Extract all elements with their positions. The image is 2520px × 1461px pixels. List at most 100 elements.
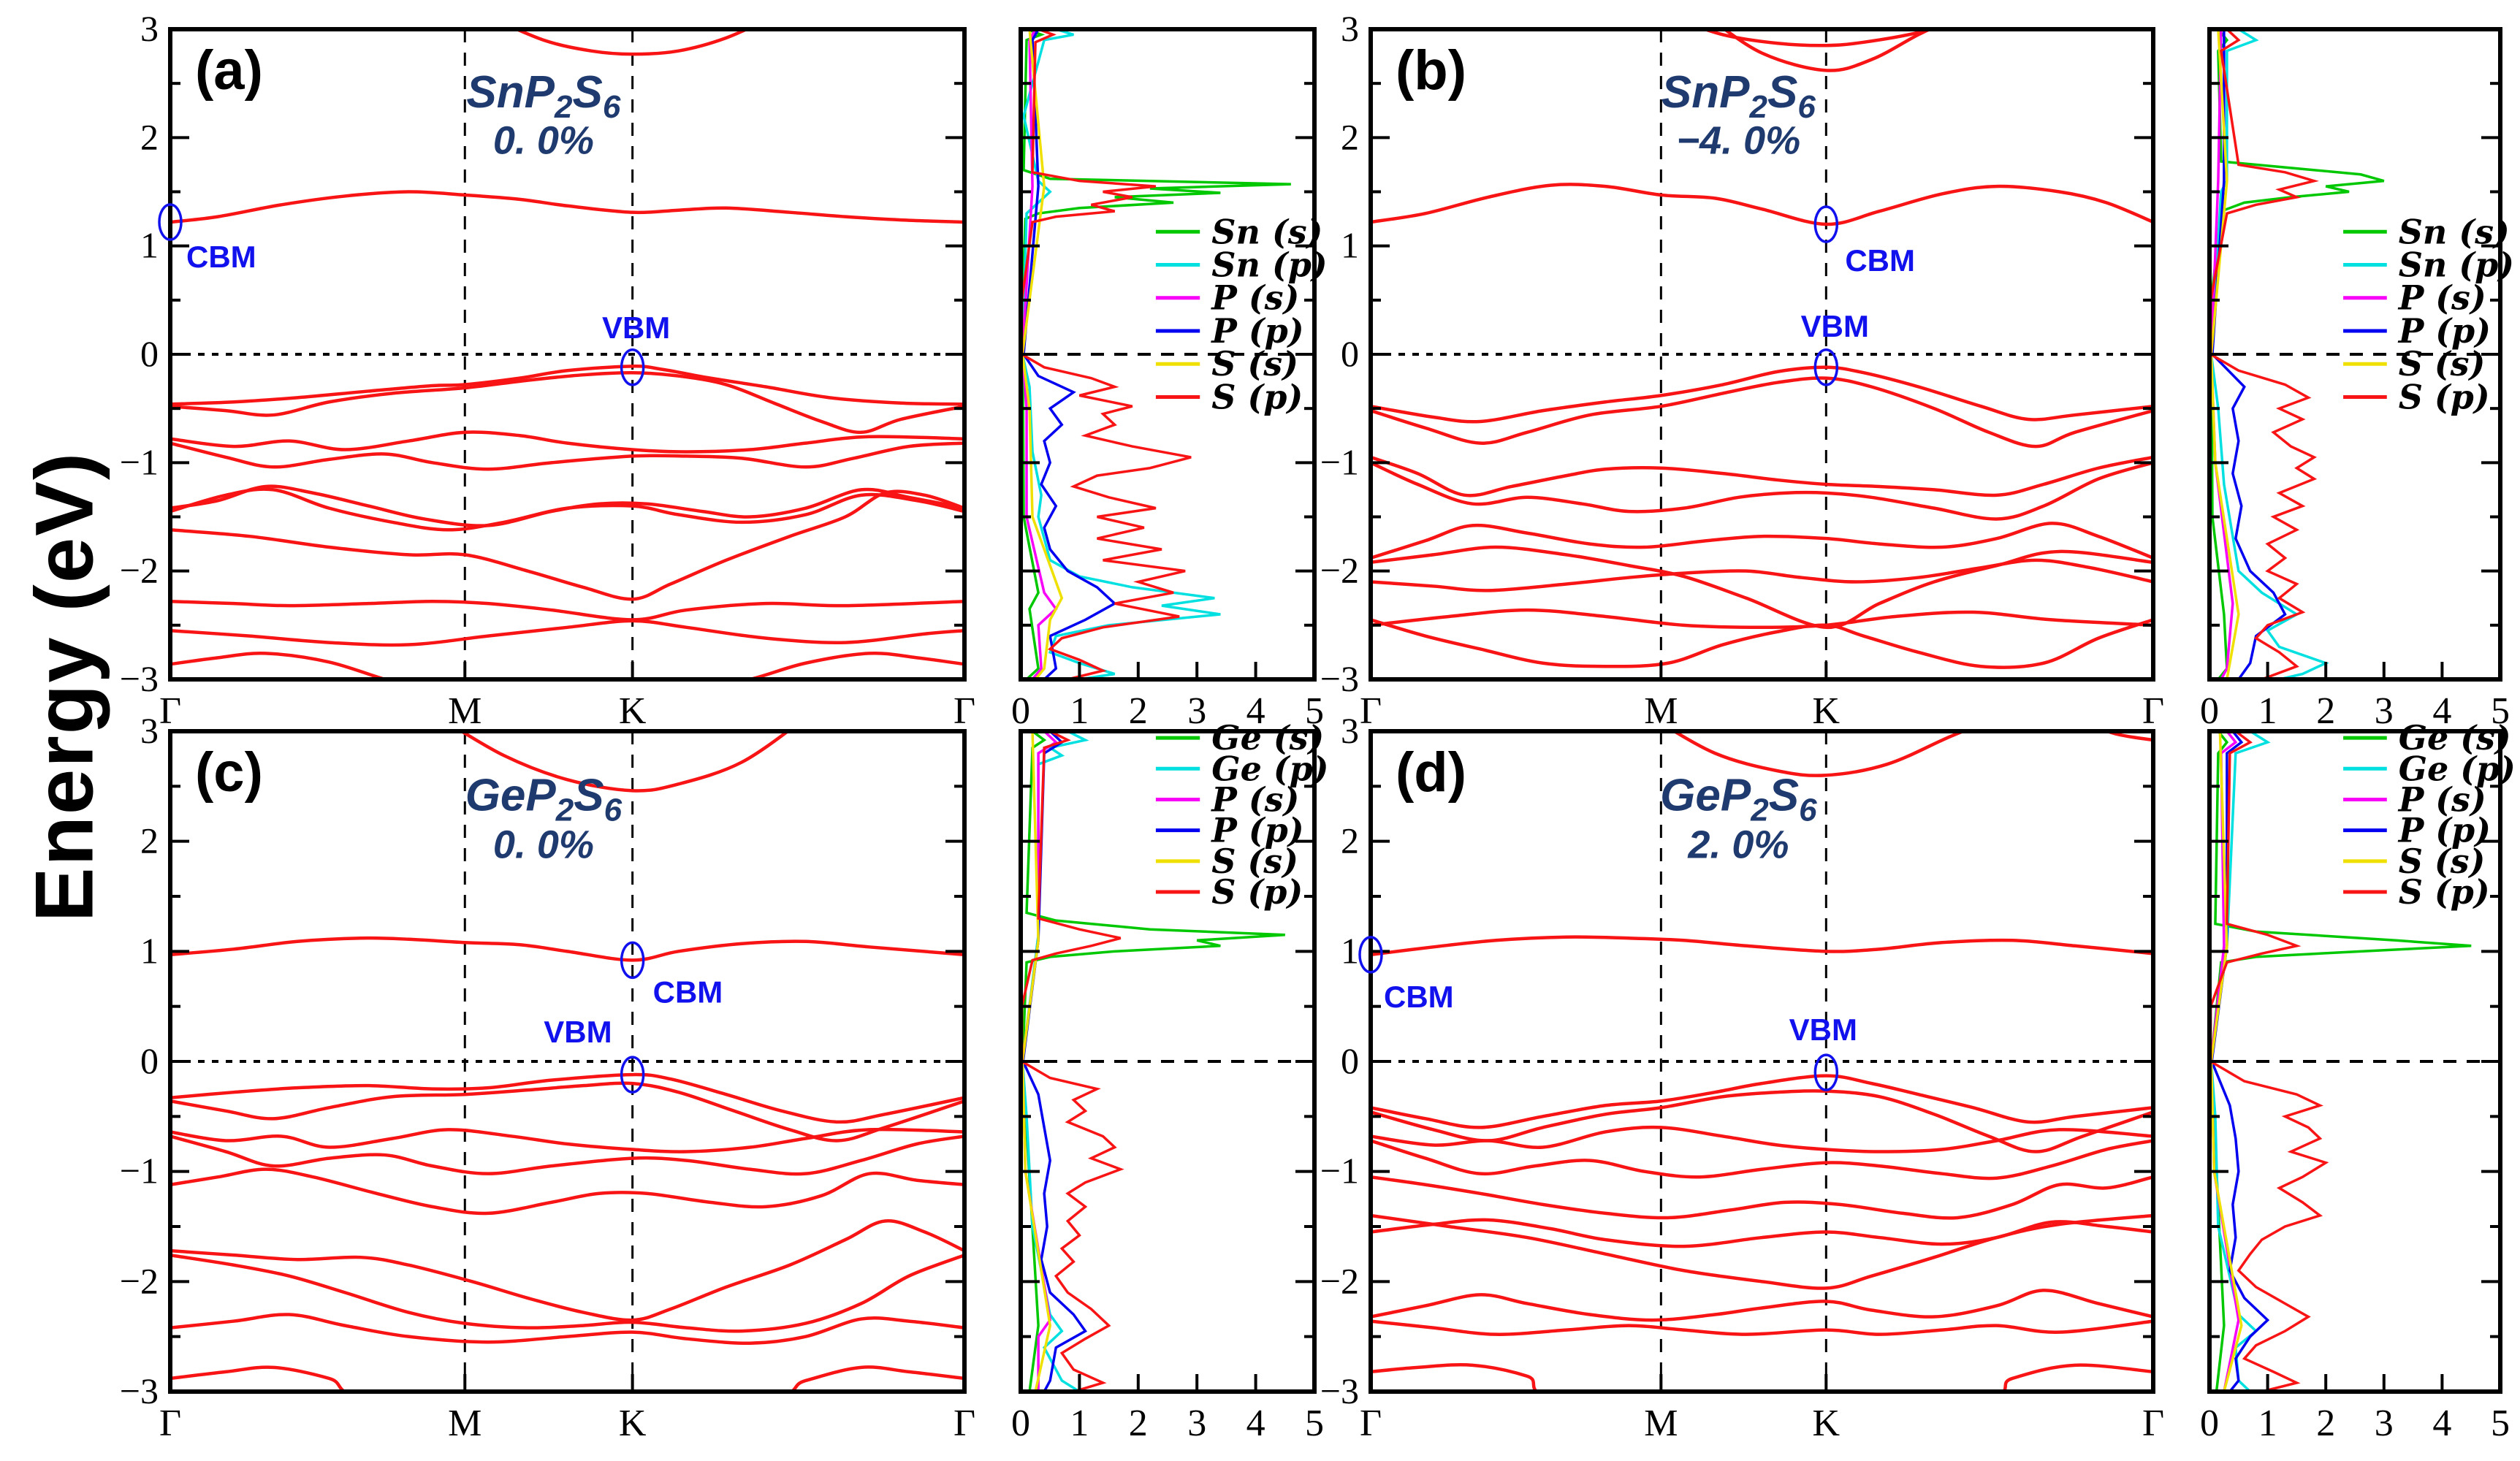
- kpoint-label-Γ: Γ: [2142, 690, 2164, 732]
- y-tick-label: 3: [140, 710, 159, 751]
- legend-label: Sn (s): [2399, 212, 2510, 251]
- dos-tick-label: 4: [2432, 690, 2451, 732]
- band-line: [1371, 1319, 2153, 1336]
- kpoint-label-M: M: [448, 690, 481, 732]
- kpoint-label-M: M: [448, 1403, 481, 1444]
- dos-curve-Pp: [2209, 731, 2270, 1392]
- dos-tick-label: 2: [2316, 1403, 2335, 1444]
- dos-tick-label: 4: [2432, 1403, 2451, 1444]
- band-line: [1371, 1139, 2153, 1180]
- y-tick-label: 1: [1341, 930, 1359, 971]
- y-tick-label: −2: [120, 1260, 159, 1301]
- dos-curve-Sp: [2209, 29, 2319, 679]
- y-tick-label: 3: [140, 8, 159, 49]
- band-line: [1671, 731, 1968, 777]
- y-tick-label: −3: [1320, 658, 1359, 699]
- panel-title-strain: −4. 0%: [1677, 119, 1801, 163]
- kpoint-label-Γ: Γ: [159, 1403, 181, 1444]
- y-tick-label: −2: [1320, 1260, 1359, 1301]
- band-line: [170, 365, 964, 406]
- band-line: [170, 1365, 964, 1392]
- kpoint-label-M: M: [1644, 690, 1678, 732]
- band-line: [2102, 731, 2153, 742]
- band-line: [170, 1167, 964, 1216]
- legend-label: S (p): [2399, 872, 2490, 912]
- band-line: [170, 1127, 964, 1153]
- dos-curve-Snp: [2209, 29, 2329, 679]
- band-line: [170, 619, 964, 647]
- kpoint-label-Γ: Γ: [2142, 1403, 2164, 1444]
- band-line: [1371, 461, 2153, 521]
- band-line: [170, 936, 964, 962]
- band-line: [170, 441, 964, 471]
- dos-tick-label: 5: [2491, 1403, 2510, 1444]
- bands-a: [170, 29, 964, 679]
- panel-label-b: (b): [1396, 39, 1466, 102]
- dos-tick-label: 2: [1129, 690, 1148, 732]
- y-tick-label: −2: [1320, 550, 1359, 591]
- dos-tick-label: 3: [2375, 690, 2394, 732]
- dos-curve-Sp: [2209, 731, 2329, 1392]
- band-line: [1371, 1125, 2153, 1153]
- dos-tick-label: 0: [1011, 690, 1030, 732]
- dos-tick-label: 1: [2258, 690, 2277, 732]
- dos-tick-label: 2: [2316, 690, 2335, 732]
- band-line: [170, 1219, 964, 1322]
- dos-tick-label: 1: [1070, 1403, 1089, 1444]
- band-line: [170, 651, 964, 679]
- dos-tick-label: 3: [1187, 1403, 1206, 1444]
- legend-label: Ge (p): [1211, 749, 1328, 788]
- band-line: [1371, 608, 2153, 630]
- cbm-marker: [1358, 936, 1383, 974]
- y-tick-label: −1: [120, 441, 159, 482]
- band-line: [1371, 1074, 2153, 1129]
- band-line: [170, 430, 964, 454]
- band-line: [512, 29, 751, 56]
- dos-tick-label: 5: [1305, 1403, 1324, 1444]
- legend-label: P (s): [2397, 779, 2486, 819]
- band-line: [1371, 618, 2153, 669]
- y-tick-label: −2: [120, 550, 159, 591]
- y-axis-label: Energy (eV): [18, 451, 110, 923]
- band-line: [170, 1081, 964, 1143]
- legend-label: Sn (s): [1211, 212, 1322, 251]
- band-line: [170, 1253, 964, 1333]
- panel-title-strain: 0. 0%: [493, 119, 594, 163]
- legend-label: P (s): [1210, 278, 1299, 318]
- legend-label: P (s): [1210, 779, 1299, 819]
- dos-tick-label: 1: [1070, 690, 1089, 732]
- band-line: [170, 1134, 964, 1176]
- kpoint-label-Γ: Γ: [1360, 690, 1382, 732]
- band-line: [1371, 1289, 2153, 1322]
- panel-title-formula: SnP2S6: [1661, 67, 1816, 125]
- band-line: [170, 489, 964, 601]
- y-tick-label: 0: [1341, 333, 1359, 374]
- kpoint-label-K: K: [1813, 1403, 1840, 1444]
- vbm-label: VBM: [602, 310, 670, 345]
- panel-title-formula: SnP2S6: [466, 67, 620, 125]
- y-tick-label: 2: [140, 116, 159, 157]
- y-tick-label: 2: [140, 820, 159, 861]
- band-line: [1721, 29, 1934, 72]
- kpoint-label-K: K: [619, 1403, 647, 1444]
- kpoint-label-Γ: Γ: [159, 690, 181, 732]
- bands-b: [1371, 29, 2153, 669]
- y-tick-label: 0: [1341, 1040, 1359, 1081]
- y-tick-label: −1: [120, 1151, 159, 1191]
- y-tick-label: −3: [1320, 1370, 1359, 1411]
- vbm-label: VBM: [1789, 1012, 1857, 1047]
- dos-tick-label: 4: [1246, 690, 1265, 732]
- legend-label: Sn (p): [2399, 245, 2514, 284]
- y-tick-label: −3: [120, 658, 159, 699]
- legend-label: S (s): [2399, 344, 2486, 384]
- band-line: [1371, 376, 2153, 449]
- band-line: [170, 370, 964, 435]
- dos-tick-label: 3: [2375, 1403, 2394, 1444]
- band-line: [1371, 1218, 2153, 1248]
- legend-label: P (p): [1210, 811, 1303, 850]
- legend-label: P (p): [2397, 811, 2491, 850]
